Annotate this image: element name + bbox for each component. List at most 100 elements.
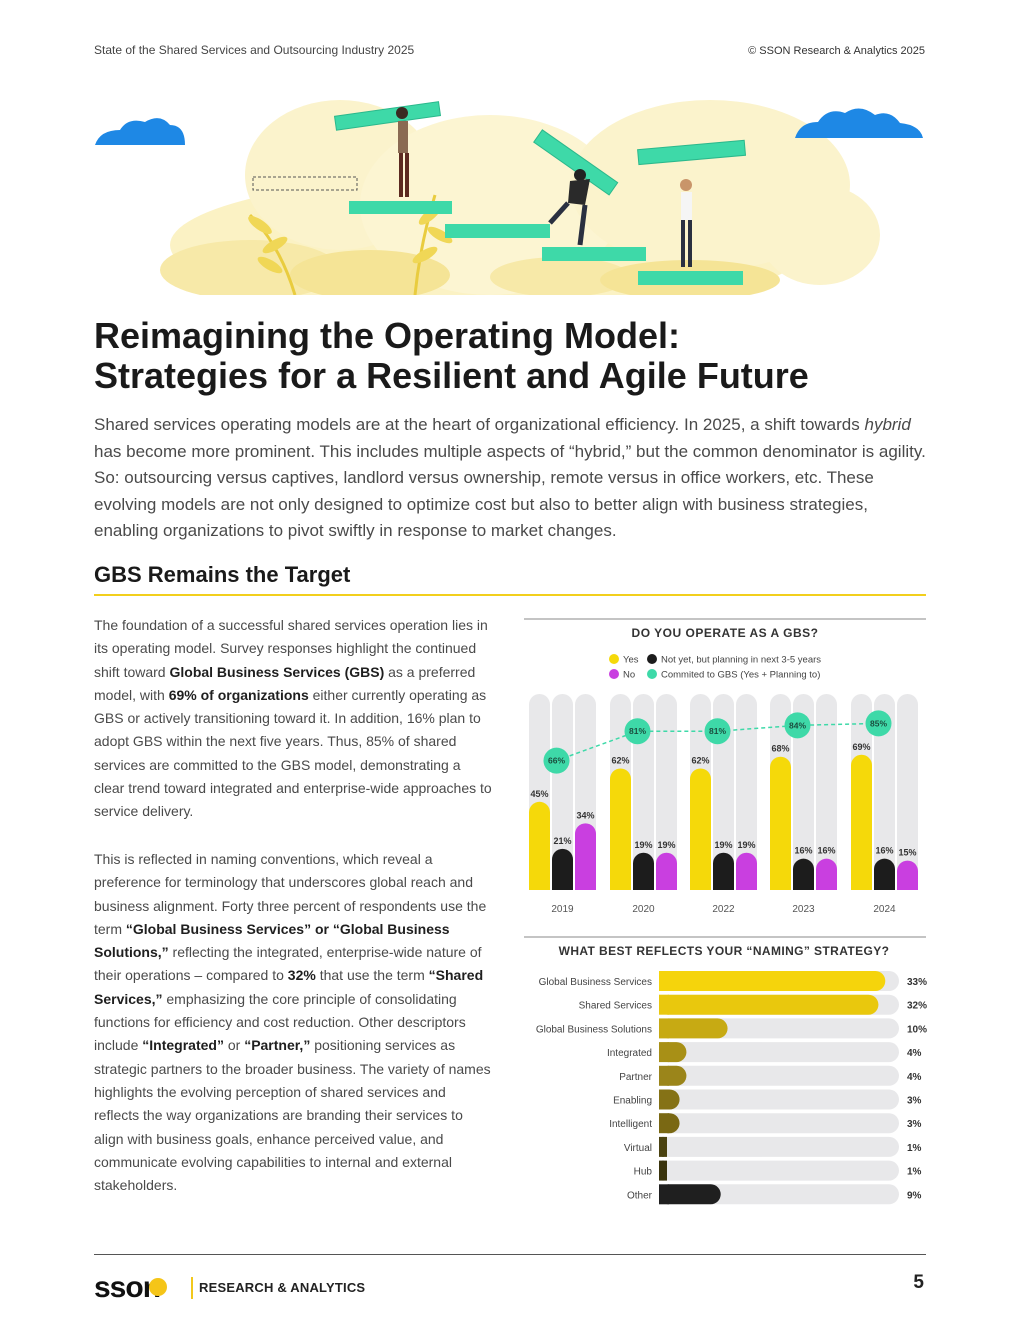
bar-base-fill (851, 880, 872, 890)
bar-value-label: 62% (691, 755, 709, 765)
bar-yes (690, 768, 711, 890)
body-bold: “Integrated” (142, 1037, 224, 1054)
bar-base-fill (897, 880, 918, 890)
legend-swatch-1 (647, 654, 657, 664)
legend-label-1: Not yet, but planning in next 3-5 years (661, 655, 821, 666)
dashed-placeholder-step (252, 176, 358, 191)
bar-track (793, 694, 814, 890)
bar-base-fill (793, 880, 814, 890)
body-bold: 69% of organizations (168, 686, 309, 703)
intro-emphasis: hybrid (864, 415, 911, 434)
bar-base-fill (575, 880, 596, 890)
blue-cloud-left (95, 118, 185, 145)
hero-illustration (95, 100, 923, 295)
bar-track (897, 694, 918, 890)
body-text: that use the term (315, 967, 429, 984)
category-label: Integrated (607, 1048, 652, 1059)
bar-base-fill (610, 880, 631, 890)
naming-value-label: 9% (907, 1190, 922, 1201)
bar-value-label: 69% (852, 742, 870, 752)
bar-value-label: 62% (611, 755, 629, 765)
footer-logo-separator (191, 1277, 193, 1299)
bar-value-label: 19% (634, 840, 652, 850)
body-text: positioning services as strategic partne… (94, 1037, 491, 1194)
naming-bar (659, 1184, 721, 1205)
committed-value-label: 84% (789, 720, 806, 730)
body-text: This is reflected in naming conventions,… (94, 851, 487, 937)
category-label: Partner (619, 1072, 652, 1083)
intro-text-2: has become more prominent. This includes… (94, 441, 926, 541)
category-label: Hub (634, 1167, 653, 1178)
bar-base-fill (713, 880, 734, 890)
footer-divider (94, 1254, 926, 1255)
legend-label-2: No (623, 670, 635, 681)
section-heading: GBS Remains the Target (94, 562, 351, 587)
intro-paragraph: Shared services operating models are at … (94, 412, 934, 545)
legend-swatch-0 (609, 654, 619, 664)
bar-value-label: 19% (714, 840, 732, 850)
bar-base-fill (770, 880, 791, 890)
legend-label-0: Yes (623, 655, 639, 666)
logo-sun-mark (149, 1278, 167, 1296)
body-text: reflecting the integrated, enterprise-wi… (94, 944, 482, 984)
x-tick-label: 2024 (873, 904, 896, 915)
bar-no (575, 823, 596, 890)
naming-bar (659, 971, 886, 991)
bar-track (659, 1089, 899, 1110)
body-paragraph-naming: This is reflected in naming conventions,… (94, 848, 494, 1197)
bar-base-fill (552, 880, 573, 890)
body-text: emphasizing the core principle of consol… (94, 990, 466, 1054)
bar-track (659, 1136, 899, 1157)
header-report-title: State of the Shared Services and Outsour… (94, 43, 415, 57)
category-label: Virtual (624, 1143, 652, 1154)
body-bold: “Global Business Services” or “Global Bu… (94, 920, 450, 961)
bar-base-fill (690, 880, 711, 890)
committed-point (543, 747, 570, 774)
header-copyright: © SSON Research & Analytics 2025 (748, 45, 925, 57)
category-label: Intelligent (609, 1119, 652, 1130)
bar-base-fill (529, 880, 550, 890)
committed-line (556, 722, 879, 762)
bar-value-label: 15% (898, 848, 916, 858)
footer-brand: RESEARCH & ANALYTICS (199, 1280, 366, 1295)
body-text: or (223, 1037, 245, 1054)
page-title-line-2: Strategies for a Resilient and Agile Fut… (94, 355, 809, 396)
naming-value-label: 33% (907, 977, 927, 988)
committed-point (784, 712, 811, 739)
gbs-operation-chart: DO YOU OPERATE AS A GBS? Yes Not yet, but … (524, 618, 926, 915)
naming-bar (659, 1018, 728, 1039)
page-title-line-1: Reimagining the Operating Model: (94, 315, 681, 356)
naming-bar-base (659, 971, 669, 991)
naming-bar-base (659, 1018, 669, 1039)
bar-not-yet (552, 848, 573, 890)
body-bold: Global Business Services (GBS) (169, 663, 385, 680)
bar-yes (851, 754, 872, 890)
person-figures (396, 107, 692, 267)
category-label: Other (627, 1190, 653, 1201)
body-text: either currently operating as GBS or act… (94, 686, 492, 820)
body-bold: 32% (287, 967, 316, 984)
bar-track (659, 1042, 899, 1063)
naming-value-label: 1% (907, 1167, 922, 1178)
naming-bar-base (659, 1136, 667, 1157)
committed-point (704, 718, 731, 745)
category-label: Enabling (613, 1096, 652, 1107)
body-paragraph-gbs: The foundation of a successful shared se… (94, 614, 494, 824)
legend-swatch-2 (609, 669, 619, 679)
naming-value-label: 4% (907, 1048, 922, 1059)
sson-logo: sson (94, 1271, 167, 1304)
committed-point (624, 718, 651, 745)
naming-bar-base (659, 1160, 667, 1181)
naming-bar-base (659, 1113, 669, 1134)
naming-strategy-chart: WHAT BEST REFLECTS YOUR “NAMING” STRATEG… (524, 936, 927, 1205)
category-label: Shared Services (579, 1001, 652, 1012)
bar-track (552, 694, 573, 890)
chart-title: DO YOU OPERATE AS A GBS? (632, 626, 819, 640)
naming-value-label: 3% (907, 1119, 922, 1130)
bar-yes (610, 768, 631, 890)
committed-value-label: 66% (548, 756, 565, 766)
naming-bar-base (659, 994, 669, 1015)
carried-blocks (333, 101, 747, 196)
category-label: Global Business Solutions (536, 1024, 652, 1035)
bar-value-label: 19% (657, 840, 675, 850)
